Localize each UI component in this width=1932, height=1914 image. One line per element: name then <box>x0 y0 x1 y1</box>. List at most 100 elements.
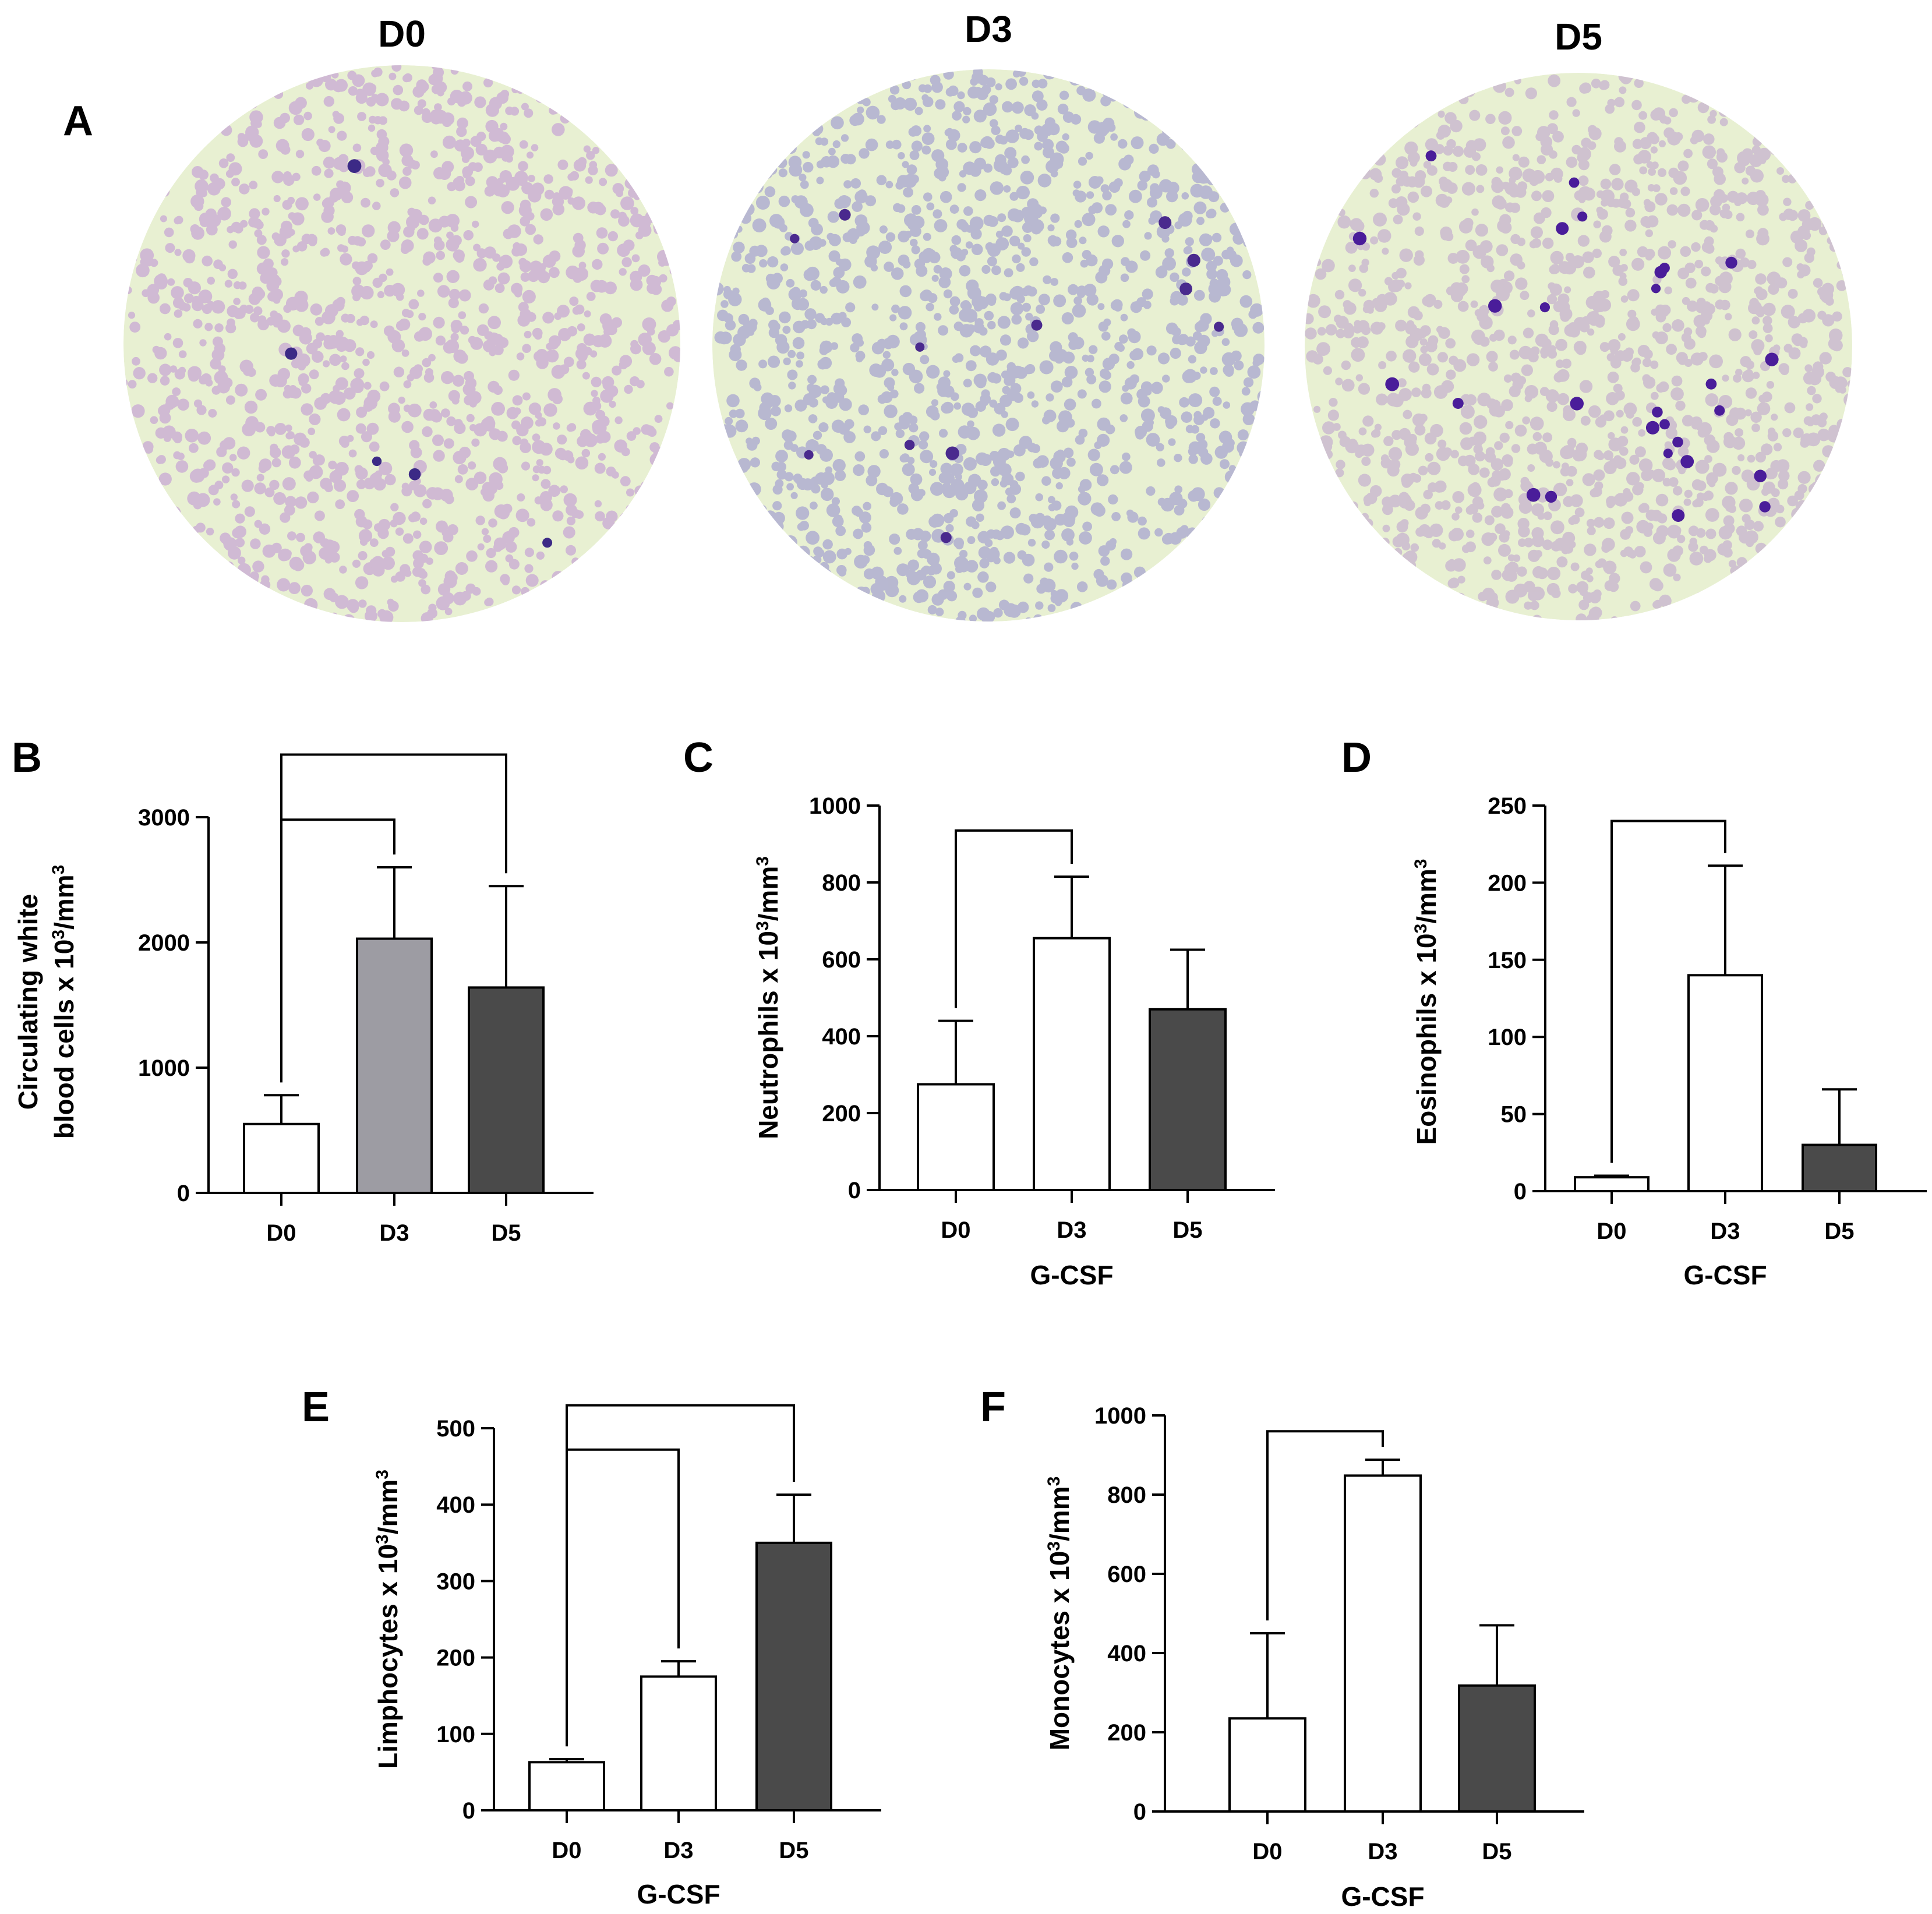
y-tick-label: 200 <box>1107 1720 1146 1746</box>
x-tick-label: D3 <box>1368 1839 1397 1864</box>
label-part: blood cells x 10 <box>49 940 79 1139</box>
label-part: /mm <box>373 1479 403 1535</box>
x-axis-label: G-CSF <box>1030 1260 1113 1290</box>
y-tick-label: 400 <box>822 1024 861 1050</box>
wbc-cell <box>1577 211 1588 222</box>
micrograph-background <box>712 69 1265 621</box>
wbc-cell <box>1651 284 1661 294</box>
wbc-cell <box>1765 352 1779 366</box>
y-tick-label: 100 <box>436 1722 475 1747</box>
wbc-cell <box>1754 469 1767 482</box>
y-tick-label: 100 <box>1488 1025 1527 1050</box>
significance-bracket <box>566 1404 795 1747</box>
y-tick-label: 800 <box>822 870 861 896</box>
x-tick-label: D0 <box>1597 1219 1626 1244</box>
significance-bracket <box>280 753 507 1083</box>
superscript: 3 <box>1411 859 1431 869</box>
bar-d5 <box>468 986 545 1195</box>
y-tick-label: 200 <box>1488 870 1527 896</box>
significance-bracket <box>1610 820 1726 1163</box>
bar-d0 <box>243 1122 320 1194</box>
wbc-cell <box>790 234 800 243</box>
x-tick-label: D5 <box>1824 1219 1854 1244</box>
bar-d3 <box>1687 974 1763 1193</box>
y-tick-label: 1000 <box>809 793 861 819</box>
wbc-cell <box>1352 231 1367 246</box>
y-tick-label: 0 <box>1514 1179 1527 1205</box>
panel-c-neutrophils-chart: C 0 200 400 600 800 1000 D0 D3 D5 Neutrophils x 10… <box>683 734 1275 1290</box>
label-part: /mm <box>1044 1486 1075 1541</box>
y-axis-label: Neutrophils x 103/mm3 <box>753 856 783 1139</box>
wbc-cell <box>945 446 959 460</box>
wbc-cell <box>1539 302 1550 313</box>
wbc-cell <box>1488 299 1502 313</box>
wbc-cell <box>1385 377 1400 391</box>
wbc-cell <box>904 440 915 450</box>
label-part: Monocytes x 10 <box>1044 1551 1075 1751</box>
superscript: 3 <box>753 921 772 931</box>
wbc-cell <box>1214 322 1224 332</box>
y-axis-label-line2: blood cells x 103/mm3 <box>49 865 79 1139</box>
y-axis-label-text: Eosinophils x 103/mm3 <box>1411 859 1442 1145</box>
wbc-cell <box>542 538 553 548</box>
x-tick-label: D3 <box>1057 1217 1086 1243</box>
x-axis-label: G-CSF <box>1341 1881 1424 1912</box>
panel-letter-d: D <box>1341 734 1372 781</box>
y-tick-label: 150 <box>1488 948 1527 973</box>
wbc-cell <box>804 450 814 460</box>
x-tick-label: D0 <box>1252 1839 1282 1864</box>
wbc-cell <box>1672 509 1685 522</box>
wbc-cell <box>1159 216 1172 229</box>
wbc-cell <box>1452 398 1464 409</box>
bar-d0 <box>917 1083 995 1191</box>
label-part: /mm <box>49 874 79 930</box>
superscript: 3 <box>1044 1541 1064 1551</box>
micrograph-d5 <box>1305 73 1852 620</box>
panel-letter-b: B <box>12 734 42 781</box>
y-axis-label-text: Limphocytes x 103/mm3 <box>373 1470 403 1769</box>
bar-d0 <box>1228 1717 1306 1813</box>
wbc-cell <box>347 159 362 173</box>
y-tick-label: 0 <box>1133 1799 1146 1825</box>
wbc-cell <box>1759 501 1771 513</box>
label-part: /mm <box>1411 868 1442 924</box>
wbc-cell <box>1705 378 1717 390</box>
y-tick-label: 1000 <box>1094 1403 1146 1429</box>
significance-bracket <box>955 829 1073 1008</box>
wbc-cell <box>915 342 925 352</box>
bar-d3 <box>1033 937 1111 1191</box>
y-axis-label-line1: Circulating white <box>13 894 43 1110</box>
y-tick-label: 500 <box>436 1416 475 1442</box>
bar-d5 <box>1458 1684 1536 1813</box>
panel-letter-f: F <box>980 1384 1006 1431</box>
label-part: Eosinophils x 10 <box>1411 933 1442 1145</box>
wbc-cell <box>372 456 382 467</box>
wbc-cell <box>1714 405 1725 416</box>
wbc-cells <box>1352 150 1779 522</box>
bar-d5 <box>1149 1008 1227 1192</box>
bar-d3 <box>356 937 433 1195</box>
panel-a-micrographs: A D0 D3 D5 <box>63 8 1852 622</box>
y-tick-label: 50 <box>1501 1102 1527 1128</box>
x-tick-label: D0 <box>266 1220 296 1246</box>
micrograph-title-d3: D3 <box>965 8 1012 50</box>
wbc-cell <box>1570 397 1584 411</box>
x-tick-label: D3 <box>663 1838 693 1863</box>
wbc-cell <box>1031 319 1043 331</box>
panel-b-wbc-chart: B 0 1000 2000 3000 D0 D3 D5 Circulating white blo… <box>12 734 594 1246</box>
y-tick-label: 250 <box>1488 793 1527 819</box>
y-tick-label: 200 <box>822 1101 861 1126</box>
bar-d3 <box>1344 1474 1422 1813</box>
x-tick-label: D5 <box>1172 1217 1202 1243</box>
superscript: 3 <box>373 1470 392 1479</box>
bar-d5 <box>1802 1143 1877 1193</box>
bar-d5 <box>755 1541 832 1812</box>
y-axis-label-text: Neutrophils x 103/mm3 <box>753 856 783 1139</box>
x-tick-label: D0 <box>941 1217 970 1243</box>
wbc-cell <box>1663 449 1673 458</box>
micrograph-d3 <box>712 69 1265 621</box>
